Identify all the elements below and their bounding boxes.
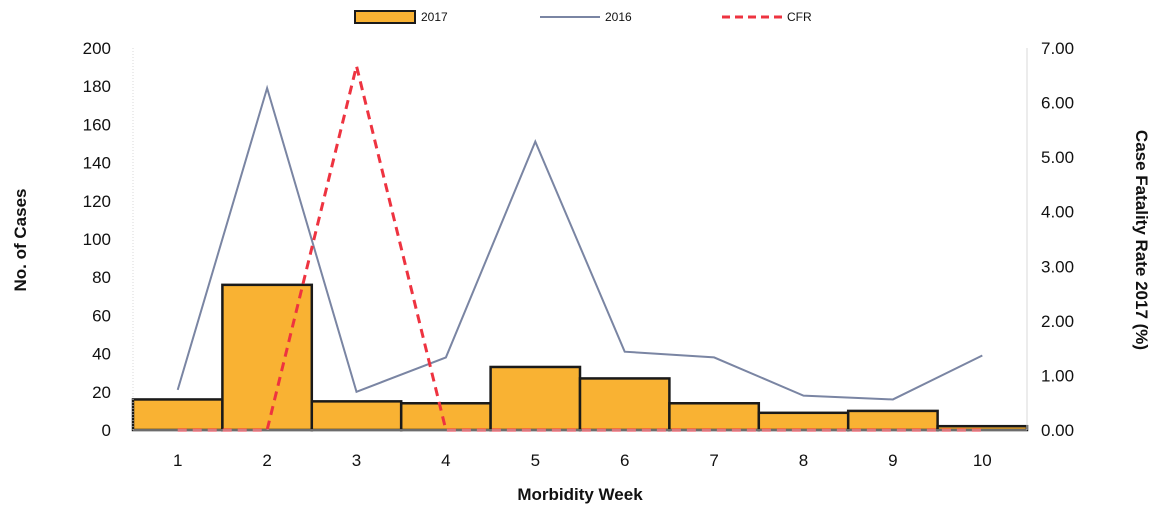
x-tick-label: 6 xyxy=(620,451,629,470)
legend-label-2017: 2017 xyxy=(421,10,448,24)
bar-2017 xyxy=(846,409,939,432)
y-axis-title: No. of Cases xyxy=(11,189,30,292)
axes: 0 20 40 60 80 100 120 140 160 180 200 0.00 1.00 2.00 3… xyxy=(83,39,1074,470)
legend-label-2016: 2016 xyxy=(605,10,632,24)
y2-tick-label: 5.00 xyxy=(1041,148,1074,167)
x-tick-label: 3 xyxy=(352,451,361,470)
legend-swatch-2017 xyxy=(354,10,416,24)
bar-2017 xyxy=(757,411,850,432)
x-axis-title: Morbidity Week xyxy=(517,485,643,504)
y-tick-label: 140 xyxy=(83,154,111,173)
bar-2017 xyxy=(399,402,492,432)
x-tick-label: 7 xyxy=(709,451,718,470)
y-tick-label: 200 xyxy=(83,39,111,58)
y-tick-label: 80 xyxy=(92,268,111,287)
y2-tick-label: 4.00 xyxy=(1041,203,1074,222)
line-cfr xyxy=(177,65,983,432)
bar-2017 xyxy=(131,398,224,432)
y-tick-label: 180 xyxy=(83,77,111,96)
bar-2017 xyxy=(578,377,671,432)
y2-tick-label: 3.00 xyxy=(1041,257,1074,276)
y-tick-label: 0 xyxy=(102,421,111,440)
y-tick-label: 60 xyxy=(92,306,111,325)
bar-2017 xyxy=(310,400,403,432)
y2-tick-label: 0.00 xyxy=(1041,421,1074,440)
y-tick-label: 20 xyxy=(92,383,111,402)
y2-tick-label: 2.00 xyxy=(1041,312,1074,331)
line-2016 xyxy=(176,84,983,401)
x-tick-label: 9 xyxy=(888,451,897,470)
x-tick-label: 1 xyxy=(173,451,182,470)
bar-2017 xyxy=(668,402,761,432)
legend: 2017 2016 CFR xyxy=(354,10,812,24)
bar-2017 xyxy=(936,424,1029,432)
bar-2017 xyxy=(489,365,582,432)
x-tick-label: 10 xyxy=(973,451,992,470)
y2-tick-label: 1.00 xyxy=(1041,366,1074,385)
y-tick-label: 160 xyxy=(83,115,111,134)
x-tick-label: 8 xyxy=(799,451,808,470)
bars-2017 xyxy=(131,283,1029,432)
lines-layer xyxy=(176,65,983,432)
y-tick-label: 100 xyxy=(83,230,111,249)
y2-axis-title: Case Fatality Rate 2017 (%) xyxy=(1132,130,1151,350)
x-tick-label: 4 xyxy=(441,451,450,470)
y2-tick-label: 7.00 xyxy=(1041,39,1074,58)
y2-tick-label: 6.00 xyxy=(1041,94,1074,113)
legend-label-cfr: CFR xyxy=(787,10,812,24)
x-tick-label: 5 xyxy=(531,451,540,470)
y-tick-label: 120 xyxy=(83,192,111,211)
x-tick-label: 2 xyxy=(262,451,271,470)
y-tick-label: 40 xyxy=(92,345,111,364)
